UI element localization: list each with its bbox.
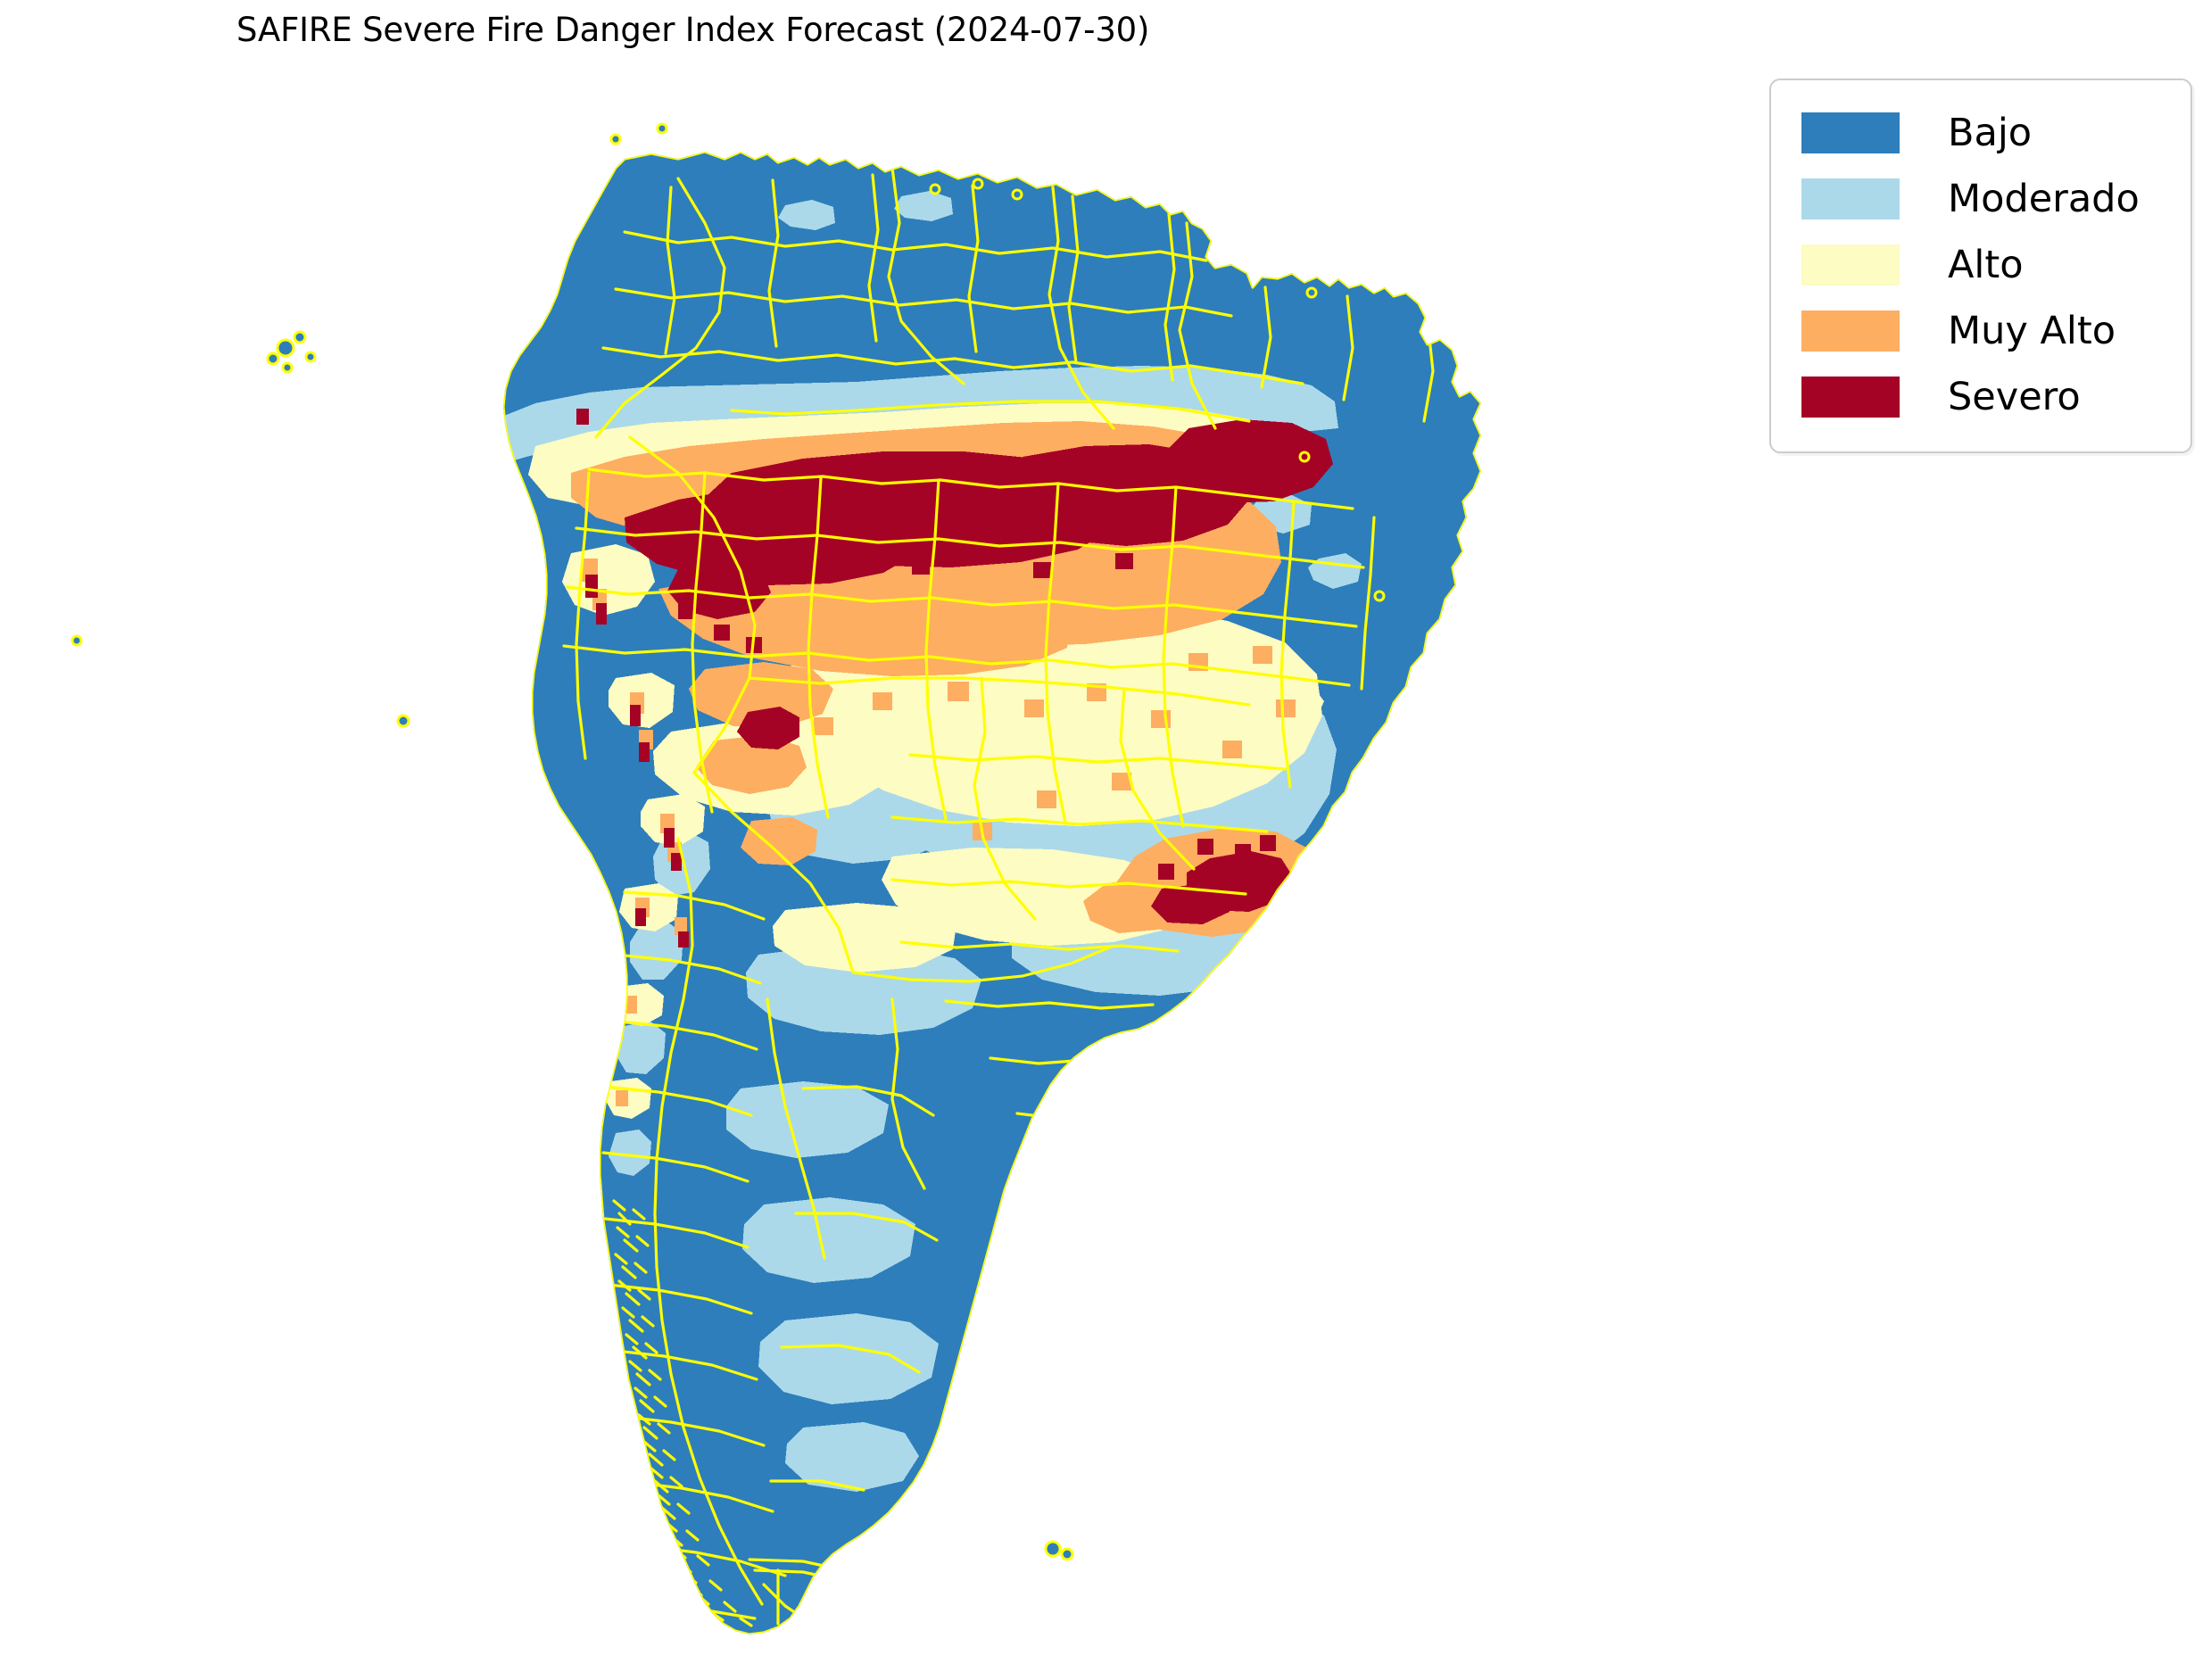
legend-swatch-severo	[1801, 377, 1900, 418]
legend-label-muy-alto: Muy Alto	[1948, 309, 2116, 353]
legend-item-alto[interactable]: Alto	[1771, 232, 2190, 298]
legend-item-muy-alto[interactable]: Muy Alto	[1771, 298, 2190, 364]
legend[interactable]: Bajo Moderado Alto Muy Alto Severo	[1769, 79, 2192, 453]
legend-item-moderado[interactable]: Moderado	[1771, 166, 2190, 232]
page-title: SAFIRE Severe Fire Danger Index Forecast…	[236, 11, 1150, 49]
legend-swatch-alto	[1801, 244, 1900, 286]
admin-boundaries	[501, 150, 1481, 1634]
legend-swatch-bajo	[1801, 112, 1900, 153]
legend-item-severo[interactable]: Severo	[1771, 364, 2190, 430]
legend-item-bajo[interactable]: Bajo	[1771, 100, 2190, 166]
legend-label-moderado: Moderado	[1948, 177, 2140, 221]
fire-danger-raster	[73, 125, 1481, 1634]
island-outlines	[70, 122, 1386, 1561]
legend-label-alto: Alto	[1948, 243, 2024, 287]
legend-label-severo: Severo	[1948, 375, 2081, 419]
south-america-fire-danger-map[interactable]	[0, 54, 1785, 1677]
map-axes	[0, 54, 1785, 1677]
legend-swatch-muy-alto	[1801, 310, 1900, 352]
legend-swatch-moderado	[1801, 178, 1900, 219]
legend-label-bajo: Bajo	[1948, 111, 2033, 155]
